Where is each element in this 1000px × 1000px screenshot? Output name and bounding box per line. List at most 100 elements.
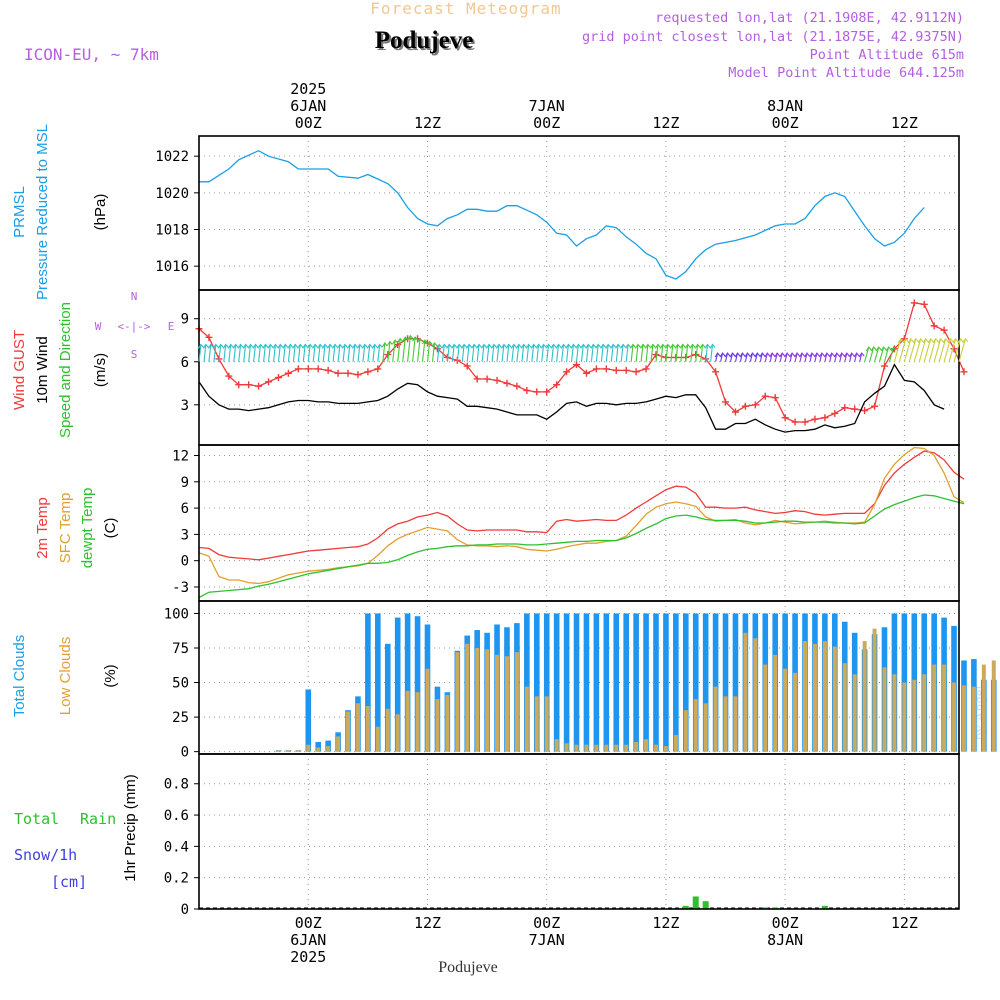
wind-arrow: [575, 343, 582, 362]
wind-arrow: [461, 343, 468, 362]
wind-arrow: [322, 343, 328, 362]
bottom-time-label: 6JAN: [290, 931, 326, 949]
wind-arrow: [878, 346, 887, 362]
low-cloud-bar: [872, 628, 877, 752]
wind-arrow: [625, 343, 632, 362]
bottom-time-label: 7JAN: [529, 931, 565, 949]
footer-station: Podujeve: [438, 959, 498, 976]
low-cloud-bar: [862, 641, 867, 752]
top-time-label: 8JAN: [767, 97, 803, 115]
wind-arrow: [297, 343, 304, 362]
gust-marker: [801, 418, 809, 426]
low-cloud-bar: [514, 652, 519, 752]
gust-marker: [791, 418, 799, 426]
wind-arrow: [267, 343, 274, 362]
gust-marker: [493, 376, 501, 384]
wind-arrow: [838, 352, 845, 362]
y-tick-label: 100: [164, 606, 189, 622]
gust-marker: [255, 382, 263, 390]
wind-arrow: [307, 343, 314, 362]
total-cloud-bar: [643, 613, 649, 752]
wind-arrow: [302, 343, 309, 362]
wind-arrow: [535, 343, 542, 362]
low-cloud-bar: [435, 699, 440, 752]
total-cloud-bar: [543, 613, 550, 752]
y-tick-label: 3: [181, 527, 189, 543]
wind-arrow: [823, 352, 830, 362]
low-cloud-bar: [524, 686, 529, 752]
wind-arrow: [918, 337, 929, 362]
wind-arrow: [247, 343, 254, 362]
top-time-label: 00Z: [533, 114, 560, 132]
wind-arrow: [376, 343, 383, 362]
total-cloud-bar: [692, 613, 699, 752]
low-cloud-bar: [385, 708, 390, 752]
y-tick-label: 1020: [155, 186, 189, 202]
gust-marker: [205, 333, 213, 341]
pressure-unit: (hPa): [92, 194, 109, 231]
wind-arrow: [540, 343, 547, 362]
low-cloud-bar: [703, 703, 708, 752]
wind-arrow: [948, 337, 959, 362]
gust-marker: [930, 322, 938, 330]
wind-arrow: [809, 352, 815, 362]
wind-arrow: [336, 343, 343, 362]
wind-arrow: [759, 352, 766, 362]
low-cloud-bar: [504, 656, 509, 752]
wind-arrow: [684, 343, 691, 362]
gust-marker: [543, 388, 551, 396]
wind-arrow: [242, 343, 249, 362]
wind-arrow: [530, 343, 537, 362]
y-tick-label: 0: [181, 902, 189, 918]
gust-marker: [950, 345, 958, 353]
wind-arrow: [635, 343, 641, 362]
wind-arrow: [495, 343, 502, 362]
low-cloud-bar: [485, 649, 490, 752]
y-tick-label: 1018: [155, 223, 189, 239]
wind-arrow: [664, 343, 671, 362]
wind-arrow: [799, 352, 805, 362]
low-cloud-bar: [763, 664, 768, 752]
wind-arrow: [789, 352, 796, 362]
y-tick-label: 25: [172, 710, 189, 726]
wind-arrow: [212, 343, 219, 362]
gust-marker: [314, 365, 322, 373]
gust-marker: [632, 368, 640, 376]
precip-panel: 0 0.2 0.4 0.6 0.8: [164, 753, 960, 918]
compass-e: E: [168, 320, 175, 333]
low-cloud-bar: [932, 664, 937, 752]
wind-arrow: [341, 343, 348, 362]
gust-marker: [731, 408, 739, 416]
bottom-time-label: 12Z: [414, 914, 441, 932]
low-cloud-bar: [723, 696, 728, 752]
temp-label: 2m Temp: [34, 497, 51, 558]
wind-arrow: [689, 343, 696, 362]
wind-arrow: [510, 343, 517, 362]
low-clouds-label: Low Clouds: [57, 637, 74, 715]
gust-marker: [602, 365, 610, 373]
low-cloud-bar: [326, 746, 331, 752]
low-cloud-bar: [683, 710, 688, 752]
gust-marker: [483, 375, 491, 383]
gust-marker: [712, 368, 720, 376]
gust-marker: [284, 369, 292, 377]
wind-arrow: [729, 352, 736, 362]
gust-marker: [861, 407, 869, 415]
y-tick-label: 1016: [155, 259, 189, 275]
wind-arrow: [709, 343, 716, 362]
wind-arrow: [640, 343, 646, 362]
wind-arrow: [605, 343, 612, 362]
wind-arrow: [928, 337, 939, 362]
wind-arrow: [237, 343, 244, 362]
gust-marker: [473, 375, 481, 383]
temperature-panel: -3 0 3 6 9 12: [172, 444, 965, 602]
y-tick-label: 0.4: [164, 839, 189, 855]
low-cloud-bar: [316, 747, 321, 752]
precip-bar: [692, 896, 699, 909]
wind-arrow: [486, 343, 492, 362]
wind-panel: 3 6 9: [181, 289, 968, 446]
wind-arrow: [262, 343, 269, 362]
total-cloud-bar: [712, 613, 719, 752]
point-altitude: Point Altitude 615m: [810, 47, 964, 63]
wind-arrow: [874, 346, 882, 362]
